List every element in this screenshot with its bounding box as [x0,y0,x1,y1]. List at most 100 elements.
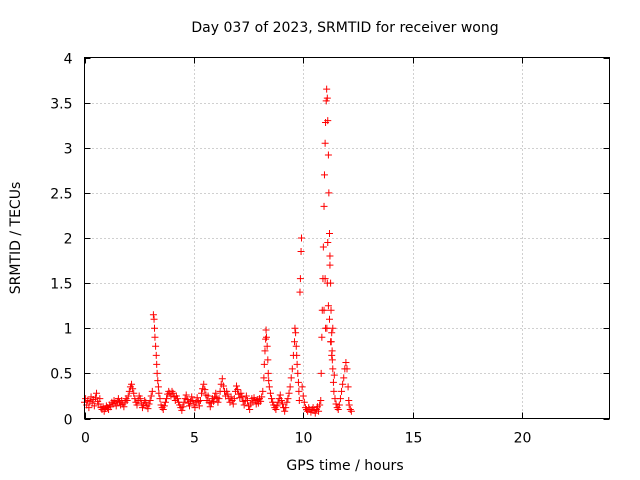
data-point [327,338,335,346]
data-point [320,202,328,210]
data-point [260,360,268,368]
data-point [129,385,137,393]
data-point [263,333,270,341]
data-point [188,393,196,401]
data-point [284,395,292,403]
data-point [294,378,302,386]
data-point [161,398,169,406]
data-point [155,389,163,397]
data-point [291,338,298,346]
data-point [191,404,199,412]
y-tick-label: 1.5 [50,277,72,293]
data-point [339,380,347,388]
data-point [151,324,158,332]
data-point [326,252,334,260]
y-tick-label: 4 [64,52,73,68]
data-point [95,400,103,408]
data-point [257,397,265,405]
data-point [287,374,295,382]
y-tick-label: 1 [64,322,73,338]
data-point [120,403,128,411]
data-point [323,324,331,332]
y-axis: 0 0.5 1 1.5 2 2.5 3 3.5 4 [50,52,610,429]
y-tick-label: 2.5 [50,187,72,203]
data-point [102,402,110,410]
data-point [276,391,284,399]
data-point [145,400,153,408]
x-tick-label: 20 [514,431,532,447]
data-point [282,404,290,412]
data-point [242,392,250,400]
x-tick-label: 0 [81,431,90,447]
data-point [325,189,333,197]
data-point [328,329,336,337]
data-point [234,386,242,394]
data-point [189,396,197,404]
data-point [85,404,93,412]
y-tick-label: 2 [64,232,73,248]
data-point [300,398,308,406]
data-point [230,395,238,403]
data-point [195,402,203,410]
data-point [344,383,352,391]
data-point [186,402,193,410]
data-point [153,369,161,377]
data-point [318,333,326,341]
data-point [329,324,337,332]
data-point [229,400,237,408]
data-point [144,405,152,413]
data-point [291,324,299,332]
data-point [327,306,335,314]
data-point [293,351,301,359]
data-point [278,400,286,408]
data-point [311,409,319,417]
x-tick-label: 5 [190,431,199,447]
data-point [148,387,156,395]
data-point [316,401,324,409]
data-point [295,396,303,404]
x-tick-label: 10 [295,431,313,447]
plot-frame [84,57,610,419]
data-point [142,398,150,406]
data-point [317,396,325,404]
data-point [345,401,353,409]
data-point [264,356,272,364]
data-point [201,386,209,394]
data-point [320,306,328,314]
data-point [274,398,282,406]
data-point [335,401,343,409]
data-point [268,395,276,403]
data-point [295,387,303,395]
data-point [319,243,327,251]
data-point [168,387,176,395]
data-point [219,382,227,390]
data-point [323,279,331,287]
data-point [204,392,212,400]
data-point [323,85,331,93]
data-point [218,375,226,383]
data-point [152,342,160,350]
data-point [136,395,144,403]
data-point [329,365,337,373]
data-point [343,365,351,373]
data-point [326,261,334,269]
data-point [296,288,304,296]
data-point [324,117,332,125]
data-point [258,393,266,401]
data-point [182,391,190,399]
data-point [321,139,329,147]
data-point [347,407,355,415]
data-point [173,395,181,403]
data-point [91,394,99,402]
data-point [338,387,346,395]
y-tick-label: 0.5 [50,367,72,383]
data-point [146,396,154,404]
data-point [281,407,289,415]
data-point [123,396,131,404]
data-point [159,405,167,413]
data-point [299,392,307,400]
data-point [326,315,333,323]
data-point [149,311,157,319]
data-point [317,369,325,377]
data-point [128,380,136,388]
